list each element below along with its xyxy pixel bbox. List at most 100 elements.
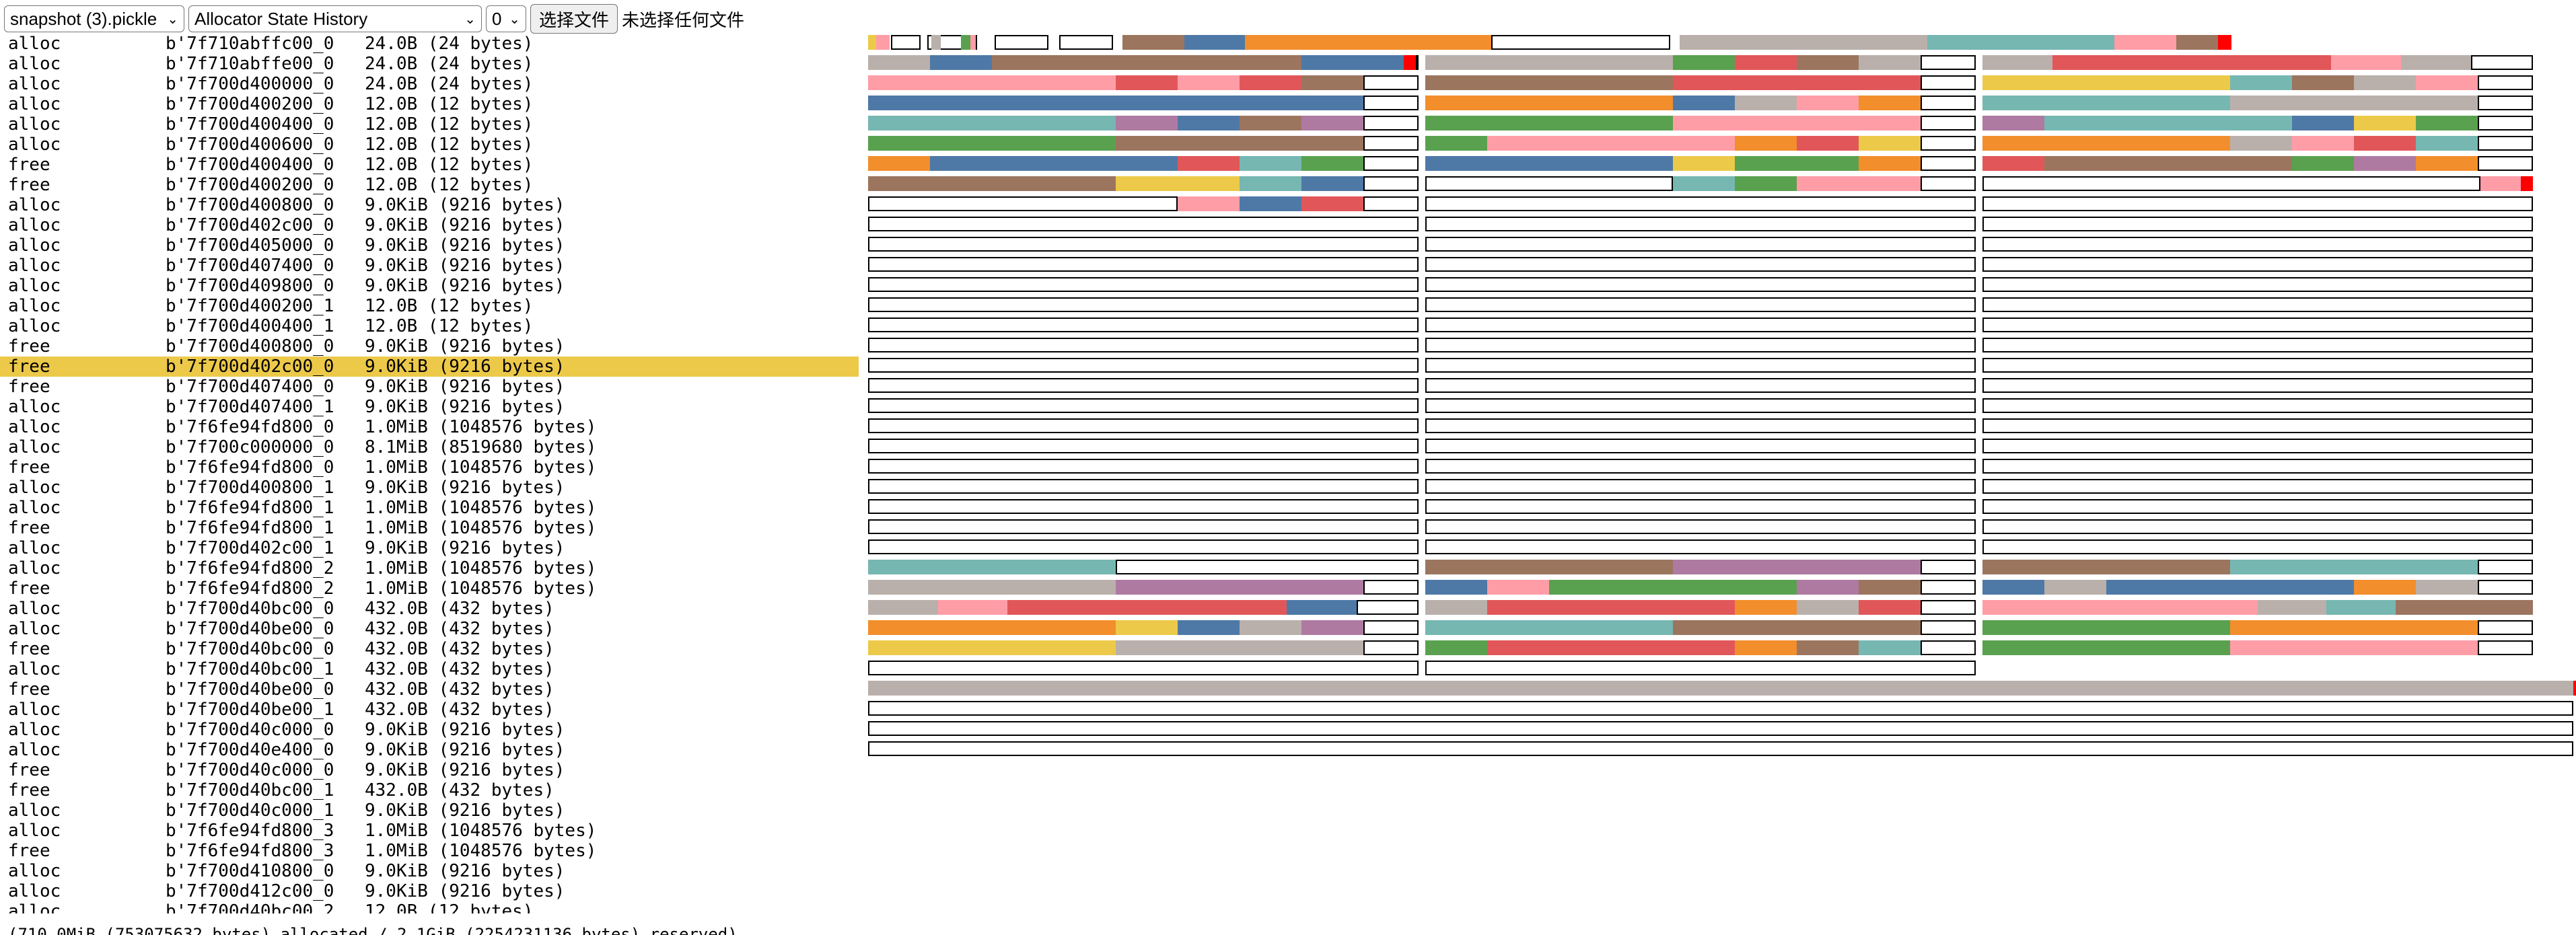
memory-block[interactable] [868,600,938,615]
memory-block[interactable] [1673,176,1735,191]
memory-block[interactable] [1116,176,1240,191]
memory-segment[interactable] [1982,338,2533,352]
event-row[interactable]: alloc b'7f700d40bc00_1 432.0B (432 bytes) [0,659,859,679]
event-row[interactable]: free b'7f700d40c000_0 9.0KiB (9216 bytes) [0,760,859,780]
memory-block[interactable] [2520,176,2533,191]
event-row[interactable]: free b'7f700d407400_0 9.0KiB (9216 bytes) [0,377,859,397]
memory-block[interactable] [1363,580,1419,595]
memory-block[interactable] [2478,75,2533,90]
memory-block[interactable] [1735,55,1797,70]
memory-block[interactable] [1797,580,1859,595]
memory-block[interactable] [1116,580,1363,595]
memory-block[interactable] [1425,96,1673,110]
memory-block[interactable] [1363,620,1419,635]
memory-segment[interactable] [1425,499,1976,514]
memory-block[interactable] [2122,55,2332,70]
memory-block[interactable] [1982,620,2230,635]
memory-segment[interactable] [868,479,1419,494]
memory-block[interactable] [868,96,1116,110]
memory-segment[interactable] [868,237,1419,252]
memory-block[interactable] [1301,620,1363,635]
event-row[interactable]: alloc b'7f700d40bc00_2 12.0B (12 bytes) [0,901,859,913]
memory-block[interactable] [1921,640,1976,655]
memory-block[interactable] [2230,620,2478,635]
event-row[interactable]: alloc b'7f700d400200_1 12.0B (12 bytes) [0,296,859,316]
memory-block[interactable] [2292,156,2354,171]
memory-block[interactable] [2354,75,2416,90]
memory-block[interactable] [1116,640,1363,655]
event-row[interactable]: alloc b'7f700c000000_0 8.1MiB (8519680 byt… [0,437,859,457]
memory-block[interactable] [2395,600,2533,615]
memory-segment[interactable] [868,418,1419,433]
memory-block[interactable] [1859,136,1921,151]
memory-block[interactable] [1487,640,1735,655]
event-row[interactable]: free b'7f700d400400_0 12.0B (12 bytes) [0,155,859,175]
memory-block[interactable] [1286,600,1357,615]
memory-block[interactable] [2292,75,2354,90]
memory-block[interactable] [876,35,890,50]
view-select[interactable]: Allocator State History ⌄ [188,5,482,32]
memory-block[interactable] [2354,116,2416,130]
memory-block[interactable] [1425,116,1673,130]
memory-block[interactable] [1425,55,1673,70]
memory-block[interactable] [868,55,930,70]
memory-segment[interactable] [1982,519,2533,534]
memory-block[interactable] [2044,116,2292,130]
memory-block[interactable] [1116,96,1363,110]
memory-block[interactable] [1797,55,1859,70]
memory-block[interactable] [1982,196,2533,211]
memory-block[interactable] [1487,136,1735,151]
memory-block[interactable] [1921,116,1976,130]
memory-block[interactable] [2478,156,2533,171]
memory-block[interactable] [2416,75,2478,90]
event-row[interactable]: free b'7f6fe94fd800_2 1.0MiB (1048576 byte… [0,578,859,599]
memory-segment[interactable] [868,338,1419,352]
event-row[interactable]: alloc b'7f700d40c000_1 9.0KiB (9216 bytes) [0,800,859,821]
memory-block[interactable] [2106,580,2354,595]
memory-segment[interactable] [1982,459,2533,474]
memory-segment[interactable] [1982,499,2533,514]
event-row[interactable]: alloc b'7f700d407400_1 9.0KiB (9216 bytes) [0,397,859,417]
memory-block[interactable] [2478,580,2533,595]
memory-block[interactable] [868,580,1116,595]
memory-segment[interactable] [1425,217,1976,231]
event-row[interactable]: alloc b'7f700d400600_0 12.0B (12 bytes) [0,135,859,155]
index-select[interactable]: 0 ⌄ [486,5,526,32]
memory-block[interactable] [868,196,1178,211]
memory-block[interactable] [1673,116,1921,130]
memory-block[interactable] [1549,580,1797,595]
memory-segment[interactable] [1982,317,2533,332]
memory-block[interactable] [1859,156,1921,171]
memory-block[interactable] [1116,75,1178,90]
memory-block[interactable] [1921,580,1976,595]
memory-block[interactable] [1425,196,1976,211]
memory-block[interactable] [2480,176,2521,191]
allocator-state-visualization[interactable] [868,32,2576,913]
memory-block[interactable] [2478,116,2533,130]
event-row[interactable]: alloc b'7f6fe94fd800_1 1.0MiB (1048576 byt… [0,498,859,518]
memory-block[interactable] [1982,136,2230,151]
memory-segment[interactable] [1982,277,2533,292]
memory-block[interactable] [1240,176,1301,191]
event-row[interactable]: alloc b'7f700d400000_0 24.0B (24 bytes) [0,74,859,94]
memory-segment[interactable] [1982,237,2533,252]
memory-block[interactable] [2400,55,2471,70]
memory-segment[interactable] [1425,439,1976,453]
memory-block[interactable] [2326,600,2396,615]
memory-block[interactable] [1680,35,1927,50]
memory-block[interactable] [2478,136,2533,151]
memory-block[interactable] [1240,116,1301,130]
memory-segment[interactable] [868,358,1419,373]
memory-block[interactable] [1982,600,2258,615]
memory-block[interactable] [1797,136,1859,151]
memory-block[interactable] [1735,640,1797,655]
snapshot-select[interactable]: snapshot (3).pickle ⌄ [4,5,184,32]
memory-block[interactable] [2331,55,2401,70]
memory-segment[interactable] [1425,479,1976,494]
memory-block[interactable] [1425,661,1976,675]
memory-block[interactable] [1178,620,1240,635]
memory-block[interactable] [1059,35,1113,50]
memory-segment[interactable] [1425,539,1976,554]
memory-block[interactable] [1178,196,1240,211]
memory-block[interactable] [1921,600,1976,615]
